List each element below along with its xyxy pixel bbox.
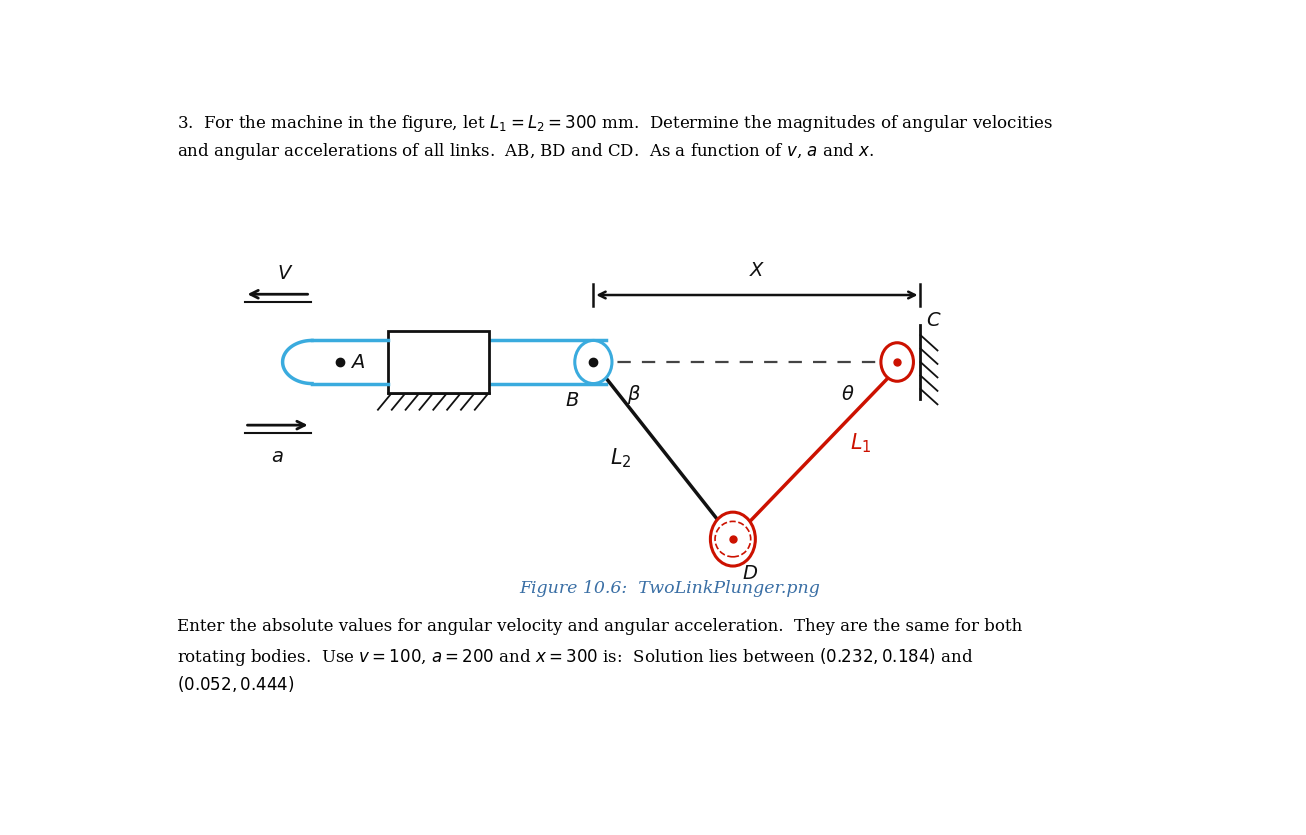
Text: Figure 10.6:  TwoLinkPlunger.png: Figure 10.6: TwoLinkPlunger.png xyxy=(518,580,820,597)
Ellipse shape xyxy=(882,342,913,382)
Text: and angular accelerations of all links.  AB, BD and CD.  As a function of $v$, $: and angular accelerations of all links. … xyxy=(178,141,875,162)
Bar xyxy=(388,331,488,392)
Text: X: X xyxy=(750,261,764,280)
Text: $L_1$: $L_1$ xyxy=(850,431,871,454)
Text: C: C xyxy=(927,311,940,330)
Ellipse shape xyxy=(710,512,755,566)
Text: 3.  For the machine in the figure, let $L_1 = L_2 = 300$ mm.  Determine the magn: 3. For the machine in the figure, let $L… xyxy=(178,114,1053,134)
Text: rotating bodies.  Use $v = 100$, $a = 200$ and $x = 300$ is:  Solution lies betw: rotating bodies. Use $v = 100$, $a = 200… xyxy=(178,646,973,668)
Text: D: D xyxy=(742,564,757,583)
Text: a: a xyxy=(272,447,283,466)
Text: Enter the absolute values for angular velocity and angular acceleration.  They a: Enter the absolute values for angular ve… xyxy=(178,619,1023,635)
Ellipse shape xyxy=(575,341,613,383)
Text: $\theta$: $\theta$ xyxy=(841,385,854,404)
Text: $L_2$: $L_2$ xyxy=(610,447,631,470)
Text: A: A xyxy=(351,352,364,372)
Text: V: V xyxy=(277,265,290,283)
Text: B: B xyxy=(565,392,579,410)
Text: $\beta$: $\beta$ xyxy=(627,382,641,406)
Text: $(0.052, 0.444)$: $(0.052, 0.444)$ xyxy=(178,674,294,694)
